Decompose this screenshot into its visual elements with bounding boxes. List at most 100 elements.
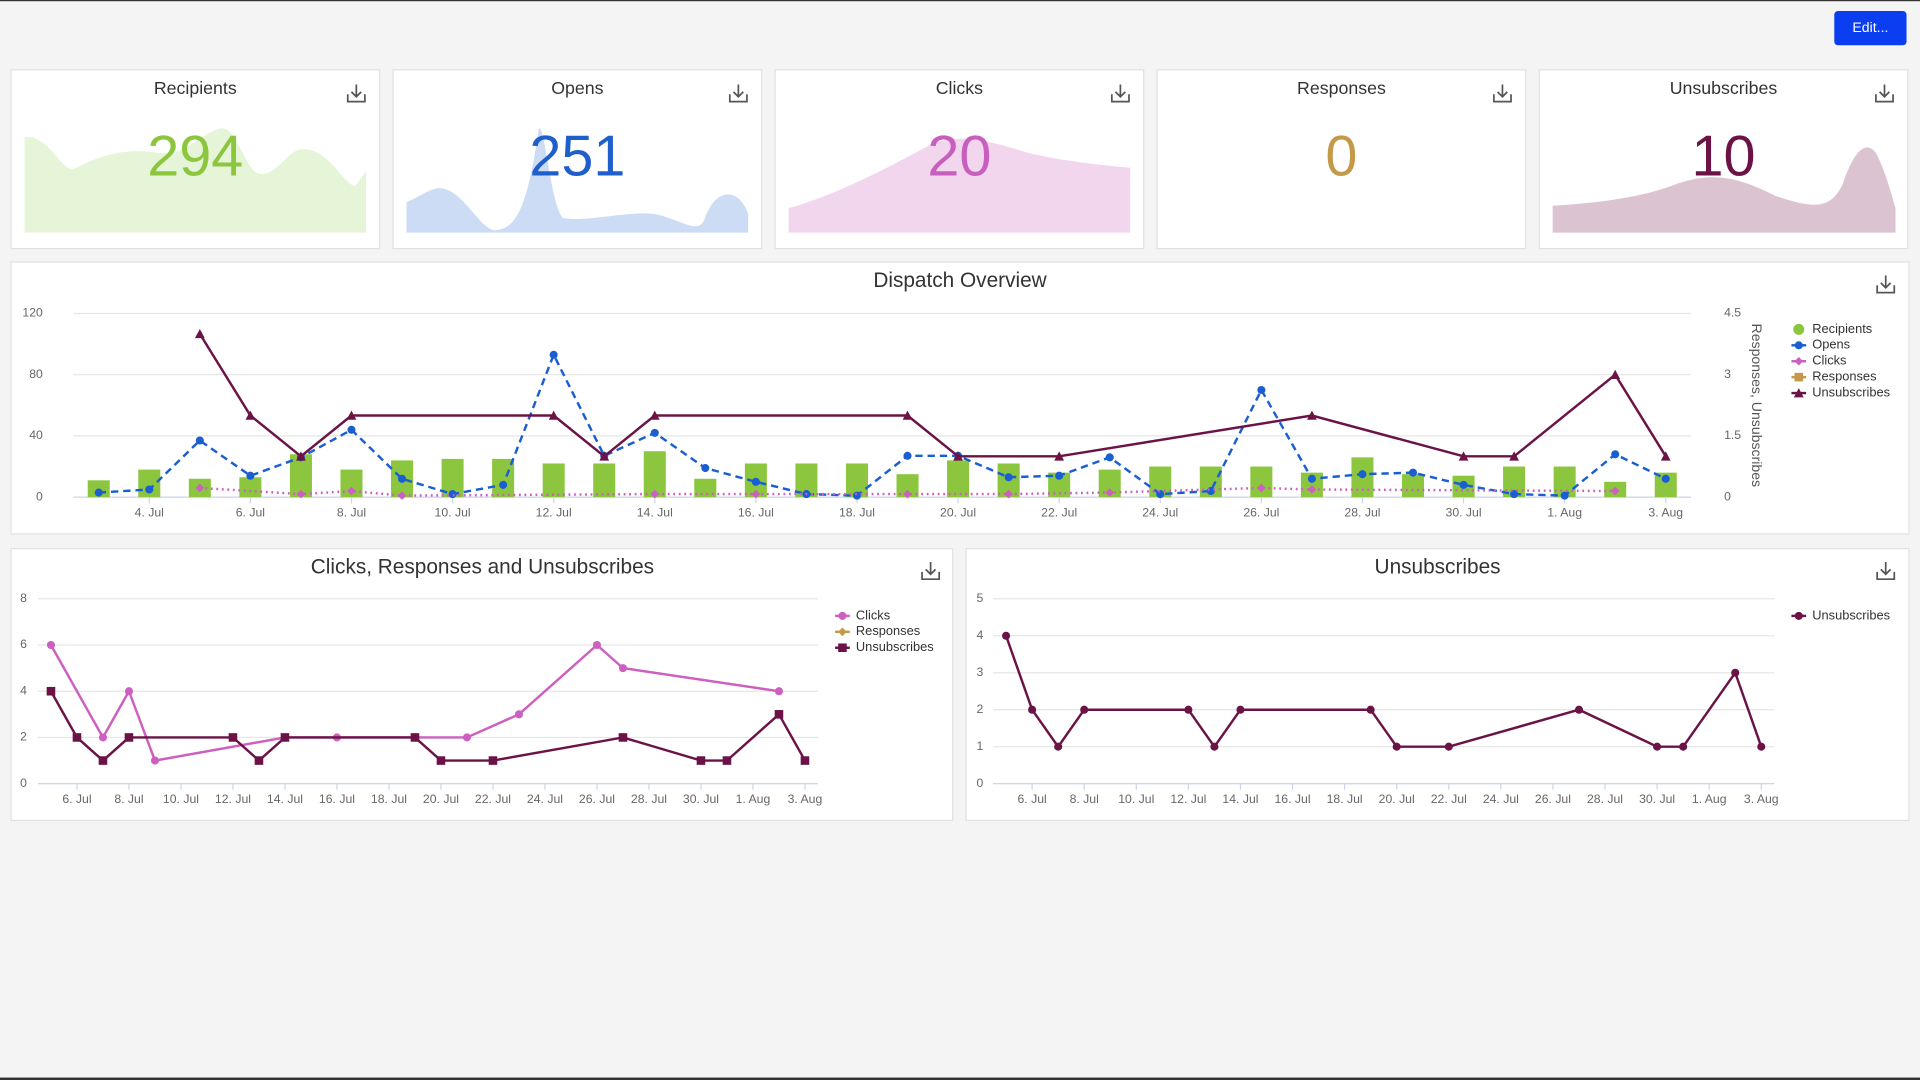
download-icon[interactable]: [1876, 562, 1896, 581]
download-button[interactable]: [728, 84, 748, 103]
marker: [1257, 385, 1266, 395]
card: [1156, 69, 1527, 250]
marker: [696, 756, 706, 765]
download-icon[interactable]: [1875, 84, 1894, 103]
marker: [1653, 742, 1662, 751]
x-tick-label: 24. Jul: [1483, 792, 1519, 806]
x-tick-label: 28. Jul: [1587, 792, 1623, 806]
kpi-title: Unsubscribes: [1670, 78, 1778, 98]
download-icon[interactable]: [1493, 84, 1512, 103]
marker: [1444, 742, 1453, 751]
marker: [751, 489, 761, 499]
download-icon[interactable]: [1110, 84, 1130, 103]
x-tick-label: 20. Jul: [1379, 792, 1415, 806]
x-tick-label: 24. Jul: [527, 792, 563, 806]
download-icon[interactable]: [346, 84, 366, 103]
marker: [397, 491, 407, 500]
edit-button-bg[interactable]: [1834, 11, 1907, 46]
marker: [124, 733, 134, 742]
marker: [1028, 705, 1037, 714]
bar: [340, 469, 363, 498]
x-tick-label: 28. Jul: [631, 792, 667, 806]
bar: [542, 463, 565, 498]
x-tick-label: 10. Jul: [163, 792, 199, 806]
download-button[interactable]: [921, 562, 941, 581]
marker: [1358, 470, 1367, 479]
y-tick-label: 2: [976, 702, 983, 716]
marker: [436, 756, 446, 765]
marker: [1156, 490, 1165, 499]
download-button[interactable]: [1875, 84, 1894, 103]
legend-label: Clicks: [856, 607, 890, 622]
marker: [1210, 742, 1219, 751]
x-tick-label: 16. Jul: [1275, 792, 1311, 806]
x-tick-label: 22. Jul: [1431, 792, 1467, 806]
kpi-value: 0: [1325, 125, 1357, 189]
y-tick-label: 3: [976, 665, 983, 679]
edit-button-label[interactable]: Edit...: [1852, 19, 1888, 35]
marker: [46, 640, 55, 650]
legend-label: Unsubscribes: [1812, 607, 1890, 622]
y2-axis-title: Responses, Unsubscribes: [1749, 324, 1765, 488]
y2-tick-label: 3: [1724, 367, 1731, 381]
legend-symbol: [1794, 372, 1804, 382]
legend-label: Responses: [856, 623, 920, 638]
marker: [1055, 471, 1064, 480]
card: [965, 547, 1910, 822]
x-tick-label: 8. Jul: [114, 792, 143, 806]
x-tick-label: 3. Aug: [1744, 792, 1779, 806]
kpi-value: 251: [529, 125, 625, 189]
marker: [98, 733, 107, 742]
download-button[interactable]: [346, 84, 366, 103]
legend-symbol: [1794, 611, 1803, 620]
x-tick-label: 1. Aug: [736, 792, 771, 806]
marker: [1408, 468, 1418, 477]
sparkline: [24, 128, 367, 233]
marker: [1660, 451, 1671, 461]
marker: [1661, 474, 1670, 483]
kpi-title: Responses: [1297, 78, 1386, 98]
legend-label: Opens: [1812, 337, 1850, 352]
download-icon[interactable]: [1876, 275, 1896, 294]
marker: [903, 451, 912, 460]
edit-button[interactable]: Edit...: [1834, 11, 1907, 46]
marker: [1458, 451, 1469, 461]
download-button[interactable]: [1493, 84, 1512, 103]
x-tick-label: 3. Aug: [788, 792, 823, 806]
marker: [1080, 705, 1089, 714]
x-tick-label: 1. Aug: [1692, 792, 1727, 806]
kpi-value: 20: [927, 125, 991, 189]
download-button[interactable]: [1110, 84, 1130, 103]
marker: [1307, 410, 1317, 420]
bar: [1401, 474, 1425, 498]
chart-title: Dispatch Overview: [873, 269, 1047, 292]
x-tick-label: 12. Jul: [215, 792, 251, 806]
marker: [462, 733, 472, 742]
download-button[interactable]: [1876, 275, 1896, 294]
y-tick-label: 6: [20, 637, 27, 651]
x-tick-label: 6. Jul: [62, 792, 91, 806]
marker: [246, 471, 255, 480]
marker: [1307, 474, 1316, 483]
x-tick-label: 4. Jul: [135, 505, 164, 519]
marker: [1257, 483, 1266, 493]
legend-label: Unsubscribes: [856, 639, 934, 654]
legend-symbol: [1794, 341, 1803, 350]
marker: [296, 489, 306, 499]
bar: [138, 469, 161, 498]
y-tick-label: 2: [20, 730, 27, 744]
marker: [774, 687, 783, 696]
marker: [347, 425, 356, 434]
x-tick-label: 14. Jul: [1222, 792, 1258, 806]
download-icon[interactable]: [921, 562, 941, 581]
download-button[interactable]: [1876, 562, 1896, 581]
marker: [1184, 705, 1193, 714]
x-tick-label: 26. Jul: [1535, 792, 1571, 806]
download-icon[interactable]: [728, 84, 748, 103]
legend-symbol: [838, 627, 847, 637]
x-tick-label: 30. Jul: [1639, 792, 1675, 806]
marker: [549, 350, 558, 359]
y2-tick-label: 4.5: [1724, 306, 1741, 320]
x-tick-label: 1. Aug: [1547, 505, 1582, 519]
legend-label: Recipients: [1812, 321, 1872, 336]
